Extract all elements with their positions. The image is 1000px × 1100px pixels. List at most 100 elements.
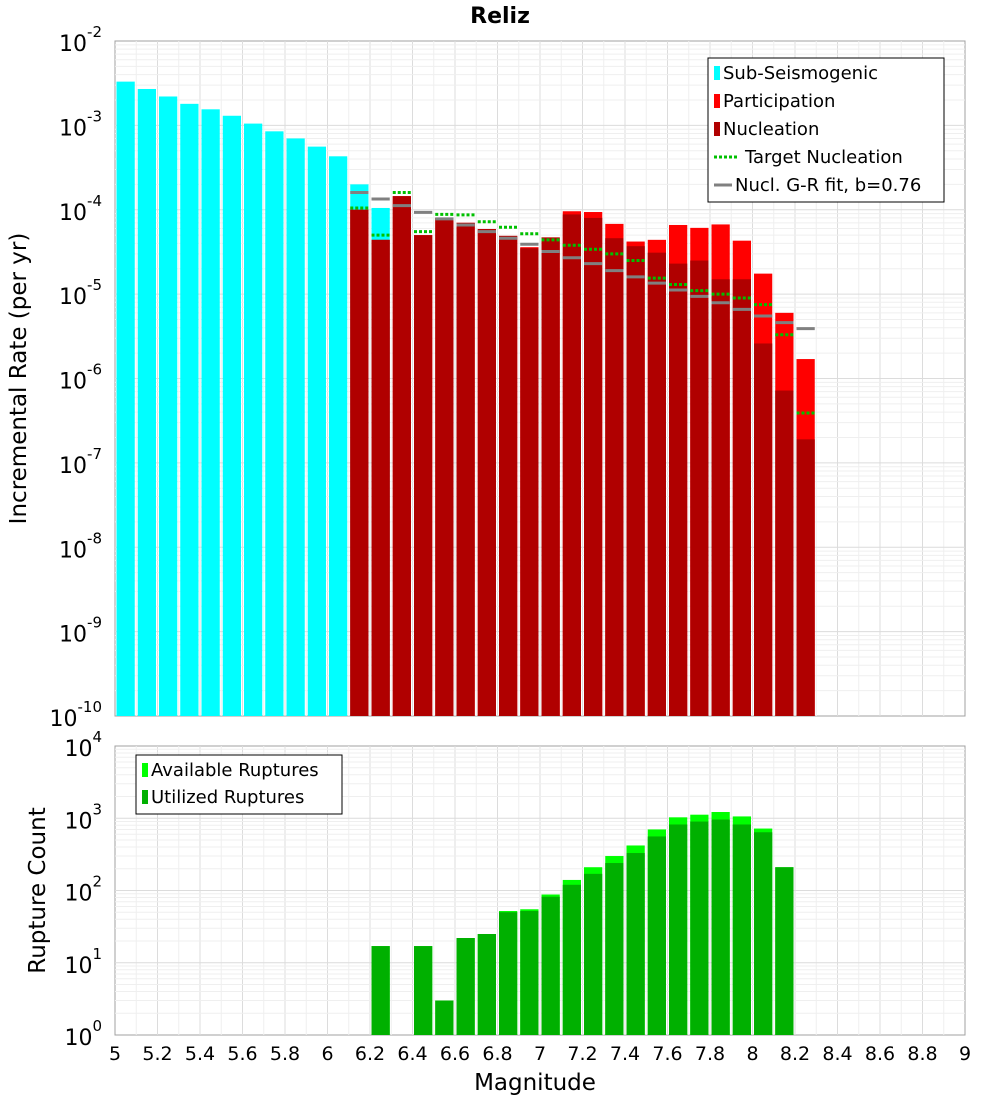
bar bbox=[477, 229, 496, 717]
y-tick-label: 10-9 bbox=[59, 614, 102, 648]
bar bbox=[690, 260, 709, 716]
legend-entry: Utilized Ruptures bbox=[151, 787, 304, 808]
legend-entry: Available Ruptures bbox=[151, 760, 319, 781]
legend-swatch bbox=[714, 66, 720, 80]
series-0-4 bbox=[350, 191, 815, 331]
legend-swatch bbox=[714, 94, 720, 108]
bar bbox=[265, 131, 284, 717]
x-tick-label: 6.8 bbox=[482, 1043, 512, 1065]
bar bbox=[669, 263, 688, 716]
bar bbox=[605, 863, 624, 1035]
bar bbox=[307, 146, 326, 716]
x-tick-label: 8.6 bbox=[865, 1043, 895, 1065]
y-tick-label: 102 bbox=[64, 873, 102, 907]
bar bbox=[456, 222, 475, 716]
series-0-2 bbox=[350, 196, 815, 717]
bar bbox=[222, 115, 241, 716]
bar bbox=[414, 946, 433, 1035]
bar bbox=[626, 853, 645, 1035]
bar bbox=[520, 911, 539, 1035]
bar bbox=[371, 946, 390, 1035]
bar bbox=[711, 279, 730, 716]
bar bbox=[562, 214, 581, 717]
y-axis-title-1: Rupture Count bbox=[25, 807, 51, 973]
bar bbox=[754, 343, 773, 716]
x-tick-label: 7.2 bbox=[567, 1043, 597, 1065]
x-tick-label: 7.6 bbox=[652, 1043, 682, 1065]
chart-title: Reliz bbox=[470, 4, 530, 29]
bar bbox=[350, 209, 369, 716]
bar bbox=[201, 109, 220, 716]
x-tick-label: 7.4 bbox=[610, 1043, 640, 1065]
legend-entry: Participation bbox=[723, 91, 835, 112]
y-tick-labels-0: 10-10 10-9 10-8 10-7 10-6 10-5 10-4 10-3 10-2 bbox=[50, 23, 103, 732]
x-tick-label: 7 bbox=[534, 1043, 546, 1065]
bar bbox=[499, 912, 518, 1035]
gridlines-1 bbox=[115, 746, 965, 1035]
legend-swatch bbox=[142, 790, 148, 804]
legend-entry: Nucl. G-R fit, b=0.76 bbox=[735, 175, 921, 196]
bar bbox=[499, 235, 518, 716]
x-tick-label: 5.8 bbox=[270, 1043, 300, 1065]
x-tick-label: 8.8 bbox=[907, 1043, 937, 1065]
bar bbox=[775, 867, 794, 1035]
bar bbox=[520, 248, 539, 717]
y-tick-label: 10-2 bbox=[59, 23, 102, 57]
bar bbox=[435, 1000, 454, 1035]
x-tick-label: 9 bbox=[959, 1043, 971, 1065]
x-tick-label: 7.8 bbox=[695, 1043, 725, 1065]
y-tick-label: 10-8 bbox=[59, 529, 102, 563]
bar bbox=[541, 896, 560, 1035]
x-tick-label: 8.4 bbox=[822, 1043, 852, 1065]
legend-1: Available Ruptures Utilized Ruptures bbox=[135, 754, 343, 815]
bar bbox=[477, 933, 496, 1035]
y-tick-label: 10-6 bbox=[59, 361, 102, 395]
legend-swatch bbox=[714, 122, 720, 136]
y-tick-label: 104 bbox=[64, 728, 102, 762]
bar bbox=[647, 252, 666, 716]
legend-entry: Nucleation bbox=[723, 119, 819, 140]
bar bbox=[711, 819, 730, 1035]
bar bbox=[584, 217, 603, 716]
y-tick-labels-1: 100 101 102 103 104 bbox=[64, 728, 102, 1051]
y-axis-title-0: Incremental Rate (per yr) bbox=[6, 233, 32, 525]
bar bbox=[562, 884, 581, 1035]
bar bbox=[435, 217, 454, 716]
x-tick-label: 5 bbox=[109, 1043, 121, 1065]
bar bbox=[329, 156, 348, 717]
bar bbox=[669, 824, 688, 1035]
bar bbox=[541, 237, 560, 716]
bar bbox=[796, 439, 815, 716]
y-tick-label: 101 bbox=[64, 945, 102, 979]
bar bbox=[159, 96, 178, 716]
bar bbox=[414, 235, 433, 716]
x-tick-label: 6 bbox=[321, 1043, 333, 1065]
bar bbox=[244, 123, 263, 716]
bar bbox=[456, 938, 475, 1035]
bar bbox=[116, 81, 135, 717]
bar bbox=[584, 873, 603, 1035]
x-tick-label: 5.6 bbox=[227, 1043, 257, 1065]
legend-entry: Sub-Seismogenic bbox=[723, 63, 878, 84]
bar bbox=[647, 836, 666, 1035]
x-tick-label: 6.2 bbox=[355, 1043, 385, 1065]
bar bbox=[754, 832, 773, 1035]
y-tick-label: 100 bbox=[64, 1017, 102, 1051]
x-tick-label: 5.4 bbox=[185, 1043, 215, 1065]
bar bbox=[732, 279, 751, 716]
bar bbox=[286, 138, 305, 717]
x-tick-labels: 5 5.2 5.4 5.6 5.8 6 6.2 6.4 6.6 6.8 7 7.2 7.4 7.6 7.8 8… bbox=[109, 1043, 971, 1065]
bar bbox=[775, 390, 794, 716]
bar bbox=[605, 238, 624, 716]
legend-0: Sub-Seismogenic Participation Nucleation Ta… bbox=[707, 57, 945, 203]
x-tick-label: 5.2 bbox=[142, 1043, 172, 1065]
series-1-1 bbox=[371, 819, 794, 1035]
series-0-3 bbox=[350, 191, 815, 415]
legend-entry: Target Nucleation bbox=[744, 147, 903, 168]
legend-swatch bbox=[142, 763, 148, 777]
y-tick-label: 10-7 bbox=[59, 445, 102, 479]
y-tick-label: 10-4 bbox=[59, 192, 102, 226]
bar bbox=[180, 103, 199, 717]
y-tick-label: 10-5 bbox=[59, 276, 102, 310]
